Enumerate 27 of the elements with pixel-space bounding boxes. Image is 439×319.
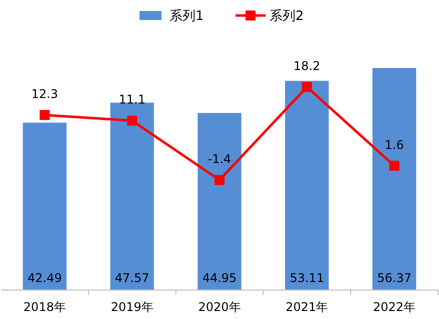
legend-label: 系列1	[170, 9, 204, 24]
x-tick-label: 2021年	[286, 300, 328, 314]
data-label: 1.6	[384, 138, 404, 152]
data-label: 56.37	[377, 271, 412, 285]
data-label: 47.57	[114, 271, 150, 285]
bar	[22, 122, 67, 290]
data-label: 42.49	[28, 271, 62, 285]
bar	[372, 68, 416, 290]
point	[214, 175, 224, 185]
bar	[110, 102, 154, 290]
bar	[198, 112, 242, 290]
legend-label: 系列2	[270, 9, 304, 24]
point	[389, 160, 400, 171]
point	[40, 110, 50, 120]
data-label: 12.3	[31, 86, 58, 101]
x-tick-label: 2018年	[23, 300, 66, 314]
x-tick-label: 2020年	[198, 300, 241, 314]
data-label: -1.4	[208, 152, 232, 166]
data-label: 53.11	[290, 271, 324, 285]
bar	[285, 80, 329, 290]
point	[127, 116, 138, 126]
point	[302, 82, 312, 92]
x-tick-label: 2019年	[110, 300, 154, 314]
data-label: 18.2	[294, 59, 320, 73]
x-tick-label: 2022年	[373, 300, 416, 314]
data-label: 11.1	[118, 92, 146, 107]
data-label: 44.95	[202, 271, 237, 285]
